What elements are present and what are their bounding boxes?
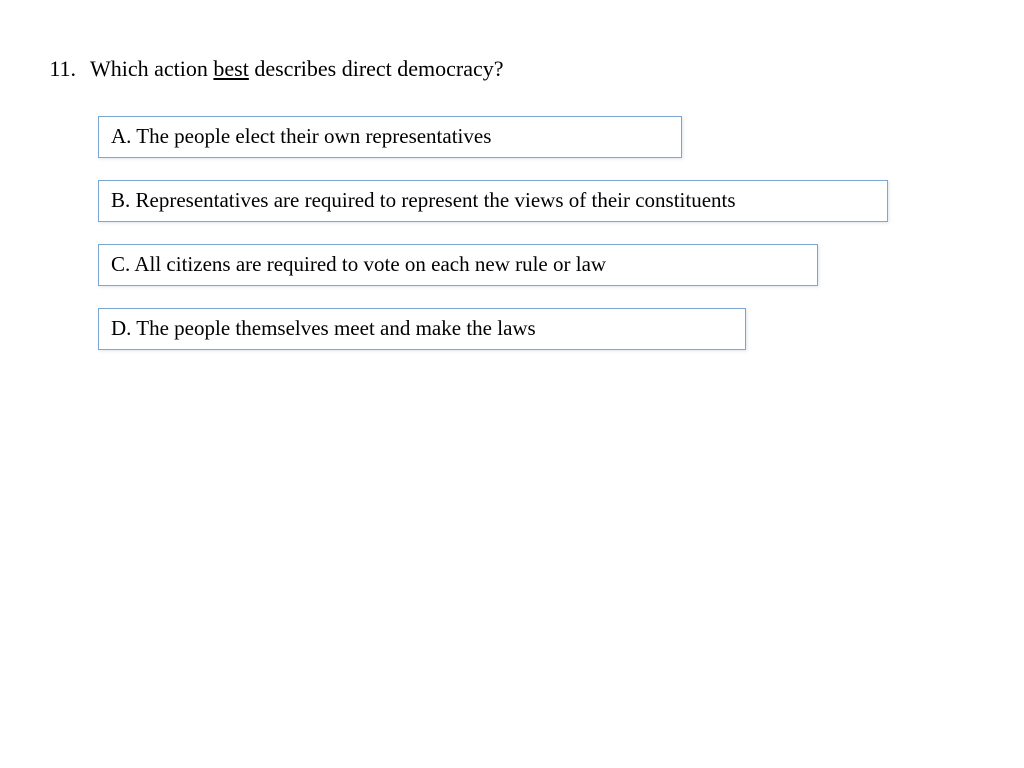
- question-text-after: describes direct democracy?: [249, 56, 504, 81]
- question-text-underlined: best: [213, 56, 248, 81]
- option-a[interactable]: A. The people elect their own representa…: [98, 116, 682, 158]
- option-d-text: D. The people themselves meet and make t…: [111, 316, 536, 340]
- question-row: 11. Which action best describes direct d…: [46, 56, 1024, 82]
- option-a-text: A. The people elect their own representa…: [111, 124, 491, 148]
- option-c-text: C. All citizens are required to vote on …: [111, 252, 606, 276]
- option-b[interactable]: B. Representatives are required to repre…: [98, 180, 888, 222]
- option-c[interactable]: C. All citizens are required to vote on …: [98, 244, 818, 286]
- option-d[interactable]: D. The people themselves meet and make t…: [98, 308, 746, 350]
- question-number: 11.: [46, 56, 90, 82]
- option-b-text: B. Representatives are required to repre…: [111, 188, 736, 212]
- question-text: Which action best describes direct democ…: [90, 56, 504, 82]
- question-text-before: Which action: [90, 56, 213, 81]
- options-container: A. The people elect their own representa…: [46, 116, 1024, 372]
